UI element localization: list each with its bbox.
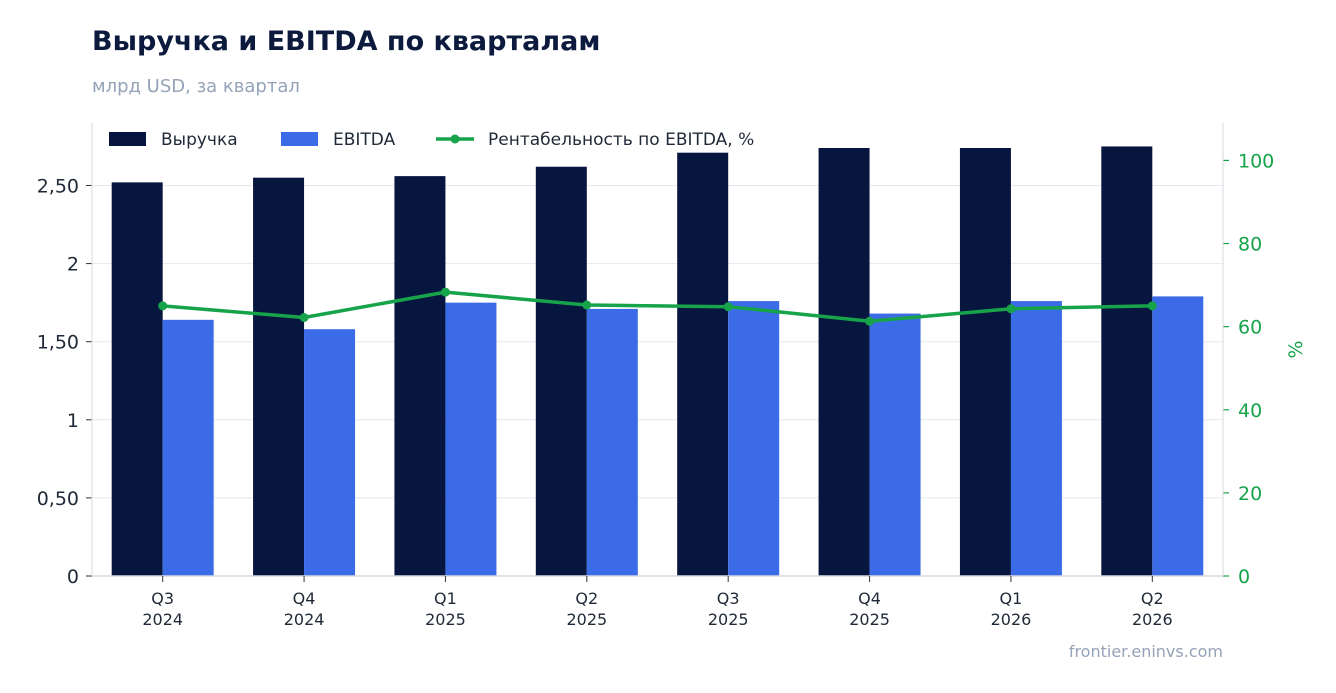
chart-subtitle: млрд USD, за квартал: [92, 76, 300, 97]
x-tick-label-quarter: Q1: [434, 589, 457, 608]
legend-margin-marker: [450, 134, 460, 144]
x-tick-label-year: 2025: [425, 610, 466, 629]
ebitda-bar: [162, 319, 214, 576]
ebitda-bar: [586, 308, 638, 576]
y-right-axis-label: %: [1285, 340, 1307, 358]
x-tick-label-quarter: Q4: [293, 589, 316, 608]
margin-point: [865, 316, 875, 326]
x-tick-label-year: 2025: [566, 610, 607, 629]
x-tick-label-year: 2024: [284, 610, 325, 629]
x-tick-label-year: 2025: [849, 610, 890, 629]
ebitda-bar: [445, 302, 497, 576]
x-tick-label-year: 2026: [991, 610, 1032, 629]
margin-point: [582, 300, 592, 310]
y-left-tick-label: 0: [67, 566, 79, 588]
margin-point: [299, 312, 309, 322]
source-label: frontier.eninvs.com: [1068, 642, 1223, 661]
y-left-tick-label: 2: [67, 254, 79, 276]
revenue-bar: [1101, 146, 1153, 576]
x-tick-label-year: 2026: [1132, 610, 1173, 629]
revenue-bar: [535, 166, 587, 577]
bars: [111, 146, 1204, 577]
revenue-bar: [111, 182, 163, 576]
y-left-tick-label: 0,50: [37, 488, 79, 510]
margin-point: [1147, 301, 1157, 311]
y-left-tick-label: 1: [67, 410, 79, 432]
ebitda-bar: [728, 301, 780, 576]
axes: 0 0,50 1 1,50 2 2,50 0 20 40 60 80 100% Q3 2024 Q4 2024…: [37, 123, 1307, 629]
y-right-tick-label: 40: [1238, 400, 1262, 422]
legend-revenue-swatch: [109, 132, 146, 146]
x-tick-label-year: 2024: [142, 610, 183, 629]
legend-margin-label: Рентабельность по EBITDA, %: [488, 130, 754, 150]
margin-point: [1006, 304, 1016, 314]
x-tick-label-year: 2025: [708, 610, 749, 629]
y-left-tick-label: 1,50: [37, 332, 79, 354]
ebitda-bar: [1010, 301, 1062, 576]
margin-point: [158, 301, 168, 311]
x-tick-label-quarter: Q3: [151, 589, 174, 608]
revenue-bar: [677, 152, 729, 576]
revenue-bar: [818, 147, 870, 576]
x-tick-label-quarter: Q2: [575, 589, 598, 608]
y-right-tick-label: 0: [1238, 566, 1250, 588]
legend-revenue-label: Выручка: [161, 130, 238, 150]
revenue-bar: [253, 177, 305, 576]
revenue-bar: [959, 147, 1011, 576]
y-right-tick-label: 60: [1238, 317, 1262, 339]
legend-ebitda-swatch: [281, 132, 318, 146]
x-tick-label-quarter: Q2: [1141, 589, 1164, 608]
x-tick-label-quarter: Q1: [1000, 589, 1023, 608]
y-right-tick-label: 20: [1238, 483, 1262, 505]
x-tick-label-quarter: Q4: [858, 589, 881, 608]
margin-point: [723, 302, 733, 312]
margin-line-path: [162, 290, 1153, 323]
margin-line: [158, 287, 1157, 326]
y-right-tick-label: 80: [1238, 234, 1262, 256]
chart-title: Выручка и EBITDA по кварталам: [92, 26, 601, 57]
legend: Выручка EBITDA Рентабельность по EBITDA, %: [109, 130, 754, 150]
revenue-bar: [394, 176, 446, 576]
margin-point: [440, 287, 450, 297]
legend-ebitda-label: EBITDA: [333, 130, 396, 150]
y-right-tick-label: 100: [1238, 150, 1274, 172]
ebitda-bar: [869, 313, 921, 576]
ebitda-bar: [1152, 296, 1204, 576]
x-tick-label-quarter: Q3: [717, 589, 740, 608]
ebitda-bar: [304, 329, 356, 576]
y-left-tick-label: 2,50: [37, 175, 79, 197]
